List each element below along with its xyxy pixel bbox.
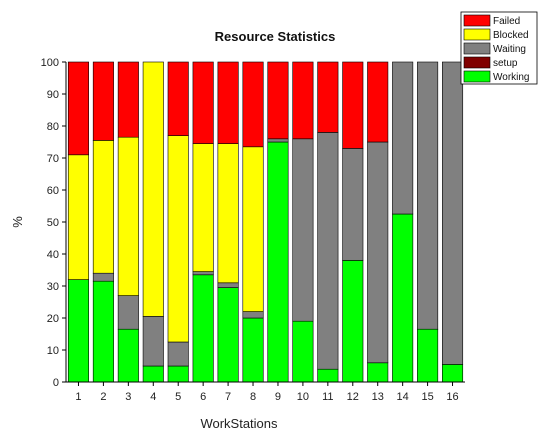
bar-ws5-failed: [167, 61, 189, 136]
bar-ws13-waiting: [367, 141, 389, 364]
bar-ws1-failed: [67, 61, 89, 156]
bar-ws3-failed: [117, 61, 139, 138]
x-tick-label: 12: [347, 391, 359, 403]
legend-label-working: Working: [493, 72, 530, 83]
x-axis-title: WorkStations: [200, 416, 278, 431]
bar-ws2-failed: [92, 61, 114, 141]
legend: Failed Blocked Waiting setup Working: [460, 11, 538, 85]
legend-swatch-failed: [463, 14, 491, 27]
x-tick-label: 1: [75, 391, 81, 403]
bar-ws14-waiting: [392, 61, 414, 215]
bar-ws6-failed: [192, 61, 214, 144]
x-tick-label: 7: [225, 391, 231, 403]
legend-label-waiting: Waiting: [493, 44, 526, 55]
bar-ws6-working: [192, 274, 214, 383]
y-tick-label: 70: [47, 153, 59, 165]
y-tick-label: 20: [47, 313, 59, 325]
bar-ws5-working: [167, 365, 189, 383]
x-tick-label: 11: [322, 391, 333, 403]
bar-ws5-blocked: [167, 135, 189, 343]
x-tick-label: 5: [175, 391, 181, 403]
bar-ws11-working: [317, 368, 339, 383]
bar-ws4-waiting: [142, 316, 164, 367]
y-tick-label: 60: [47, 185, 59, 197]
bar-ws8-blocked: [242, 146, 264, 312]
bar-ws4-working: [142, 365, 164, 383]
bar-ws10-failed: [292, 61, 314, 140]
bar-ws13-failed: [367, 61, 389, 143]
bar-ws7-failed: [217, 61, 239, 144]
legend-label-setup: setup: [493, 58, 518, 69]
legend-label-failed: Failed: [493, 16, 520, 27]
x-tick-label: 2: [100, 391, 106, 403]
bar-ws9-failed: [267, 61, 289, 140]
y-tick-label: 80: [47, 121, 59, 133]
bar-ws8-working: [242, 317, 264, 383]
bar-ws14-working: [392, 213, 414, 383]
bar-ws11-failed: [317, 61, 339, 133]
bar-ws9-waiting: [267, 138, 289, 143]
x-tick-label: 13: [372, 391, 384, 403]
bar-ws13-working: [367, 362, 389, 383]
bar-ws15-working: [417, 328, 439, 383]
y-tick-label: 10: [47, 345, 59, 357]
y-tick-label: 0: [53, 377, 59, 389]
x-tick-label: 3: [125, 391, 131, 403]
bar-ws2-blocked: [92, 140, 114, 274]
bar-ws10-working: [292, 320, 314, 383]
x-tick-label: 16: [446, 391, 458, 403]
bar-ws12-working: [342, 260, 364, 383]
bar-ws7-working: [217, 287, 239, 383]
bar-ws8-waiting: [242, 311, 264, 319]
chart-title: Resource Statistics: [215, 29, 336, 44]
bar-ws12-waiting: [342, 148, 364, 261]
bar-ws10-waiting: [292, 138, 314, 322]
x-tick-label: 14: [397, 391, 409, 403]
y-tick-label: 40: [47, 249, 59, 261]
x-tick-label: 9: [275, 391, 281, 403]
bar-ws3-waiting: [117, 295, 139, 330]
bar-ws2-waiting: [92, 272, 114, 282]
bar-ws15-waiting: [417, 61, 439, 330]
legend-label-blocked: Blocked: [493, 30, 529, 41]
bar-ws7-blocked: [217, 143, 239, 284]
legend-swatch-waiting: [463, 42, 491, 55]
bar-ws16-waiting: [442, 61, 464, 365]
bar-ws12-failed: [342, 61, 364, 149]
bar-ws6-blocked: [192, 143, 214, 272]
bar-ws1-working: [67, 279, 89, 383]
bar-ws2-working: [92, 280, 114, 383]
bar-ws6-waiting: [192, 271, 214, 276]
legend-swatch-working: [463, 70, 491, 83]
y-axis-title: %: [10, 216, 25, 228]
y-tick-label: 50: [47, 217, 59, 229]
x-tick-label: 10: [297, 391, 309, 403]
legend-swatch-setup: [463, 56, 491, 69]
y-tick-label: 100: [41, 57, 59, 69]
bar-ws4-blocked: [142, 61, 164, 317]
x-tick-label: 6: [200, 391, 206, 403]
bar-ws16-working: [442, 364, 464, 383]
legend-swatch-blocked: [463, 28, 491, 41]
bar-ws5-waiting: [167, 341, 189, 367]
bar-ws7-waiting: [217, 282, 239, 288]
y-tick-label: 90: [47, 89, 59, 101]
y-tick-label: 30: [47, 281, 59, 293]
bar-ws1-blocked: [67, 154, 89, 280]
x-tick-label: 8: [250, 391, 256, 403]
bar-ws8-failed: [242, 61, 264, 148]
bar-ws9-working: [267, 141, 289, 383]
bar-ws11-waiting: [317, 132, 339, 370]
x-tick-label: 4: [150, 391, 156, 403]
bar-ws3-blocked: [117, 136, 139, 296]
bar-ws3-working: [117, 328, 139, 383]
x-tick-label: 15: [421, 391, 433, 403]
